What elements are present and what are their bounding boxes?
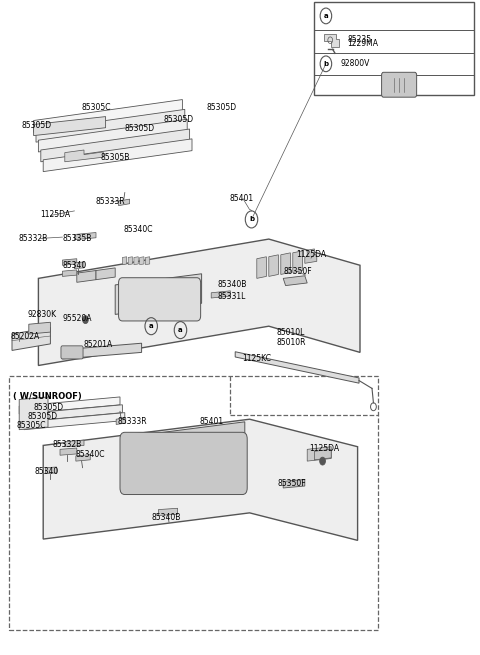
Polygon shape bbox=[293, 251, 302, 272]
Text: 85201A: 85201A bbox=[84, 340, 113, 349]
Text: 85202A: 85202A bbox=[11, 331, 40, 341]
Polygon shape bbox=[122, 422, 245, 489]
Text: 85333R: 85333R bbox=[96, 197, 126, 206]
Polygon shape bbox=[76, 455, 90, 461]
Text: 85305C: 85305C bbox=[82, 103, 111, 112]
Text: 85332B: 85332B bbox=[18, 234, 48, 243]
Polygon shape bbox=[283, 479, 305, 488]
Polygon shape bbox=[314, 449, 331, 460]
Circle shape bbox=[320, 457, 325, 465]
Text: 85340C: 85340C bbox=[124, 225, 153, 234]
Text: 85340: 85340 bbox=[62, 261, 87, 270]
Text: 85010L: 85010L bbox=[276, 328, 305, 337]
Text: b: b bbox=[324, 61, 328, 67]
Text: ( W/SUNROOF): ( W/SUNROOF) bbox=[13, 392, 82, 401]
Circle shape bbox=[83, 316, 88, 324]
Text: 1229MA: 1229MA bbox=[347, 39, 378, 48]
Text: 85305C: 85305C bbox=[17, 421, 46, 430]
Text: 85305D: 85305D bbox=[34, 403, 64, 412]
Text: 85340: 85340 bbox=[35, 467, 59, 476]
Text: 85340B: 85340B bbox=[151, 513, 180, 522]
Text: 95520A: 95520A bbox=[62, 314, 92, 324]
Text: 1125DA: 1125DA bbox=[297, 250, 327, 259]
Polygon shape bbox=[65, 440, 84, 447]
Polygon shape bbox=[211, 291, 230, 298]
Polygon shape bbox=[281, 253, 290, 274]
Polygon shape bbox=[43, 139, 192, 172]
FancyBboxPatch shape bbox=[119, 278, 201, 321]
Text: b: b bbox=[249, 216, 254, 223]
Polygon shape bbox=[62, 259, 77, 265]
FancyBboxPatch shape bbox=[61, 346, 83, 359]
Text: 1125KC: 1125KC bbox=[242, 354, 271, 363]
Text: 92830K: 92830K bbox=[28, 310, 57, 319]
Text: 92800V: 92800V bbox=[341, 60, 370, 68]
Text: 85350F: 85350F bbox=[277, 479, 306, 488]
Polygon shape bbox=[235, 352, 359, 383]
Polygon shape bbox=[34, 117, 106, 136]
Polygon shape bbox=[34, 100, 182, 132]
Text: 85305D: 85305D bbox=[22, 121, 52, 130]
Polygon shape bbox=[119, 199, 130, 206]
Polygon shape bbox=[43, 419, 358, 540]
Polygon shape bbox=[19, 397, 48, 430]
Text: 85332B: 85332B bbox=[53, 440, 82, 449]
Polygon shape bbox=[128, 257, 132, 265]
Text: a: a bbox=[149, 323, 154, 329]
Polygon shape bbox=[324, 33, 339, 47]
Text: 85305D: 85305D bbox=[206, 103, 237, 112]
Text: a: a bbox=[324, 13, 328, 19]
FancyBboxPatch shape bbox=[382, 72, 417, 97]
Polygon shape bbox=[269, 255, 278, 276]
Polygon shape bbox=[36, 109, 185, 142]
Polygon shape bbox=[145, 257, 150, 265]
Polygon shape bbox=[134, 257, 138, 265]
Text: 85401: 85401 bbox=[199, 417, 223, 426]
Polygon shape bbox=[46, 467, 57, 474]
Text: 85305D: 85305D bbox=[28, 412, 58, 421]
Text: 85401: 85401 bbox=[229, 194, 253, 203]
Polygon shape bbox=[65, 150, 103, 162]
Text: 85010R: 85010R bbox=[276, 338, 306, 347]
Polygon shape bbox=[38, 239, 360, 365]
Polygon shape bbox=[62, 343, 142, 359]
Text: a: a bbox=[178, 327, 183, 333]
Polygon shape bbox=[38, 119, 187, 152]
FancyBboxPatch shape bbox=[120, 432, 247, 495]
Polygon shape bbox=[122, 257, 127, 265]
Text: 85340C: 85340C bbox=[76, 450, 105, 459]
Polygon shape bbox=[74, 262, 84, 269]
Polygon shape bbox=[314, 2, 474, 95]
Polygon shape bbox=[22, 405, 122, 422]
Text: 85305D: 85305D bbox=[163, 115, 193, 124]
Text: 85305B: 85305B bbox=[101, 153, 130, 162]
Text: 85331L: 85331L bbox=[217, 291, 246, 301]
Text: 85335B: 85335B bbox=[62, 234, 92, 243]
Polygon shape bbox=[116, 418, 126, 424]
Polygon shape bbox=[74, 233, 96, 240]
Polygon shape bbox=[24, 413, 125, 430]
Polygon shape bbox=[62, 270, 77, 276]
Polygon shape bbox=[257, 257, 266, 278]
Polygon shape bbox=[305, 249, 317, 263]
Polygon shape bbox=[29, 322, 50, 334]
Polygon shape bbox=[60, 448, 77, 455]
Polygon shape bbox=[307, 447, 331, 461]
Text: 85350F: 85350F bbox=[283, 267, 312, 276]
Text: 85340B: 85340B bbox=[217, 280, 247, 289]
Polygon shape bbox=[77, 271, 96, 282]
Polygon shape bbox=[96, 268, 115, 280]
Polygon shape bbox=[12, 328, 50, 350]
Polygon shape bbox=[19, 397, 120, 414]
Polygon shape bbox=[41, 129, 190, 162]
Polygon shape bbox=[158, 508, 178, 515]
Text: 85305D: 85305D bbox=[125, 124, 155, 133]
Polygon shape bbox=[283, 276, 307, 286]
Text: 1125DA: 1125DA bbox=[40, 210, 70, 219]
Text: 85333R: 85333R bbox=[118, 417, 147, 426]
Text: 85235: 85235 bbox=[347, 35, 371, 44]
Polygon shape bbox=[140, 257, 144, 265]
Polygon shape bbox=[115, 274, 202, 314]
Text: 1125DA: 1125DA bbox=[309, 443, 339, 453]
